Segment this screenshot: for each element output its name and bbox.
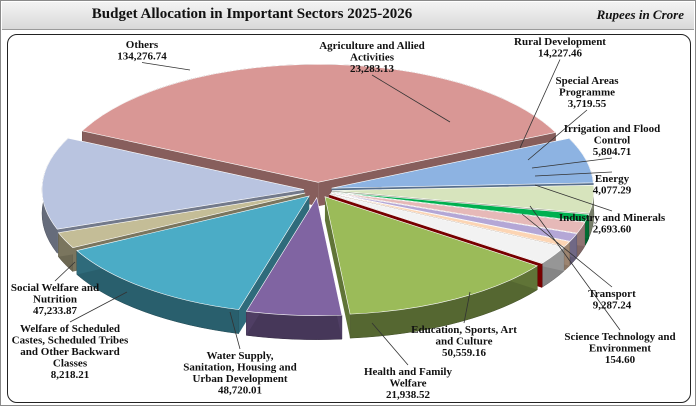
- slice-label-line-2-1: Programme: [559, 87, 615, 99]
- slice-label-line-1-0: Rural Development: [514, 36, 606, 48]
- slice-value-7: 154.60: [605, 354, 636, 366]
- header-bar: Budget Allocation in Important Sectors 2…: [2, 2, 694, 30]
- slice-label-line-8-1: and Culture: [436, 336, 493, 348]
- slice-label-5: Industry and Minerals 2,693.60: [559, 212, 666, 236]
- slice-label-line-2-0: Special Areas: [555, 75, 619, 87]
- pie-slice-3: [331, 192, 586, 234]
- slice-label-11: Welfare of Scheduled Castes, Scheduled Tr…: [12, 323, 129, 381]
- slice-label-line-5-0: Industry and Minerals: [559, 212, 666, 224]
- slice-label-line-11-2: and Other Backward: [20, 346, 119, 358]
- pie-slice-7: [329, 194, 543, 264]
- leader-line-2: [527, 109, 588, 161]
- slice-label-10: Water Supply, Sanitation, Housing and Urba…: [183, 350, 296, 397]
- leader-line-4: [534, 171, 613, 177]
- slice-label-line-10-1: Sanitation, Housing and: [183, 362, 296, 374]
- pie-slice-10: [76, 195, 310, 310]
- slice-label-3: Irrigation and Flood Control 5,804.71: [564, 123, 661, 158]
- slice-value-3: 5,804.71: [593, 146, 632, 158]
- slice-label-8: Education, Sports, Art and Culture 50,559.…: [411, 324, 517, 359]
- slice-label-line-8-0: Education, Sports, Art: [411, 324, 517, 336]
- slice-value-1: 14,227.46: [538, 48, 583, 60]
- slice-value-5: 2,693.60: [593, 224, 632, 236]
- slice-label-7: Science Technology and Environment 154.60: [564, 331, 675, 366]
- slice-label-4: Energy 4,077.29: [593, 173, 632, 197]
- slice-label-line-4-0: Energy: [595, 173, 630, 185]
- slice-label-line-11-3: Classes: [53, 358, 88, 370]
- pie-slice-9: [245, 196, 343, 316]
- unit-label: Rupees in Crore: [596, 7, 684, 22]
- leader-line-8: [463, 291, 471, 324]
- slice-label-line-9-0: Health and Family: [364, 366, 453, 378]
- pie-slice-0: [331, 137, 594, 189]
- slice-label-line-0-0: Agriculture and Allied: [319, 40, 425, 52]
- slice-label-line-7-0: Science Technology and: [564, 331, 675, 343]
- slice-label-line-9-1: Welfare: [389, 378, 426, 390]
- slice-value-9: 21,938.52: [386, 389, 431, 401]
- slice-value-12: 47,233.87: [33, 305, 78, 317]
- pie-slice-6: [329, 193, 565, 264]
- leader-line-13: [141, 62, 191, 71]
- pie-slice-4: [330, 192, 578, 242]
- slice-label-9: Health and Family Welfare 21,938.52: [364, 366, 453, 401]
- slice-value-11: 8,218.21: [51, 369, 90, 381]
- pie-slice-12: [41, 137, 305, 230]
- slice-value-10: 48,720.01: [218, 385, 262, 397]
- pie-slice-5: [330, 193, 571, 247]
- slice-value-13: 134,276.74: [117, 51, 167, 63]
- slice-label-line-7-1: Environment: [589, 343, 651, 355]
- slice-label-line-3-0: Irrigation and Flood: [564, 123, 661, 135]
- slice-value-0: 23,283.13: [350, 63, 395, 75]
- slice-value-4: 4,077.29: [593, 185, 632, 197]
- pie-slice-11: [57, 192, 306, 248]
- leader-line-9: [371, 322, 409, 366]
- slice-label-line-10-0: Water Supply,: [206, 350, 273, 362]
- leader-line-11: [69, 291, 128, 323]
- slice-label-line-11-0: Welfare of Scheduled: [20, 323, 120, 335]
- slice-label-line-10-2: Urban Development: [192, 373, 287, 385]
- slice-label-6: Transport 9,287.24: [588, 288, 636, 312]
- pie-slice-1: [331, 184, 595, 214]
- leader-line-1: [519, 59, 561, 149]
- leader-line-10: [229, 311, 241, 350]
- slice-value-8: 50,559.16: [442, 347, 487, 359]
- slice-label-line-12-0: Social Welfare and: [11, 282, 99, 294]
- slice-label-line-13-0: Others: [126, 39, 159, 51]
- pie-slice-13: [81, 64, 557, 183]
- leader-line-0: [371, 74, 451, 123]
- leader-line-7: [529, 205, 621, 331]
- slice-label-line-6-0: Transport: [588, 288, 636, 300]
- leader-line-6: [521, 213, 613, 288]
- slice-label-13: Others 134,276.74: [117, 39, 167, 63]
- leader-line-3: [531, 157, 613, 169]
- pie-slice-8: [324, 196, 539, 315]
- slice-label-line-0-1: Activities: [350, 52, 395, 64]
- slice-label-2: Special Areas Programme 3,719.55: [555, 75, 619, 110]
- leader-line-5: [534, 184, 613, 212]
- slice-value-2: 3,719.55: [568, 98, 607, 110]
- chart-title: Budget Allocation in Important Sectors 2…: [91, 6, 413, 22]
- pie-slice-2: [331, 191, 590, 222]
- slice-wall-8-1: [324, 196, 351, 339]
- slice-label-1: Rural Development 14,227.46: [514, 36, 606, 60]
- slice-label-line-3-1: Control: [594, 135, 630, 147]
- slice-label-0: Agriculture and Allied Activities 23,283.1…: [319, 40, 425, 75]
- slice-value-6: 9,287.24: [593, 300, 632, 312]
- slice-label-line-12-1: Nutrition: [33, 294, 77, 306]
- slice-label-line-11-1: Castes, Scheduled Tribes: [12, 335, 129, 347]
- slice-label-12: Social Welfare and Nutrition 47,233.87: [11, 282, 99, 317]
- leader-line-12: [54, 261, 76, 282]
